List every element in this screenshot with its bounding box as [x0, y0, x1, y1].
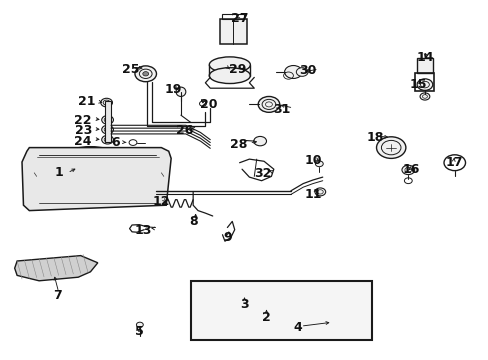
Text: 30: 30 — [299, 64, 316, 77]
Text: 21: 21 — [78, 95, 95, 108]
Polygon shape — [22, 148, 171, 211]
Text: 18: 18 — [366, 131, 384, 144]
Text: 28: 28 — [229, 138, 246, 151]
Text: 19: 19 — [164, 83, 182, 96]
Text: 11: 11 — [304, 188, 321, 201]
Bar — [416, 58, 432, 73]
Circle shape — [381, 140, 400, 155]
Text: 26: 26 — [175, 124, 193, 137]
Bar — [105, 101, 111, 142]
Text: 4: 4 — [293, 321, 302, 334]
Text: 1: 1 — [55, 166, 63, 179]
Ellipse shape — [176, 87, 185, 96]
Text: 32: 32 — [253, 167, 271, 180]
Text: 20: 20 — [200, 98, 218, 111]
Text: 29: 29 — [228, 63, 246, 76]
Text: 2: 2 — [262, 311, 270, 324]
Ellipse shape — [68, 147, 112, 159]
Ellipse shape — [209, 68, 250, 84]
Text: 5: 5 — [135, 325, 143, 338]
Circle shape — [258, 96, 279, 112]
Bar — [190, 281, 371, 340]
Circle shape — [102, 116, 113, 124]
Text: 23: 23 — [74, 124, 92, 137]
Circle shape — [139, 69, 152, 78]
Circle shape — [419, 93, 429, 100]
Circle shape — [296, 68, 307, 76]
Circle shape — [401, 165, 414, 175]
Circle shape — [314, 188, 325, 196]
Text: 22: 22 — [74, 114, 92, 127]
Circle shape — [85, 149, 95, 157]
Text: 9: 9 — [223, 231, 231, 244]
Bar — [414, 73, 433, 91]
Text: 31: 31 — [273, 103, 290, 116]
Polygon shape — [15, 256, 98, 281]
Text: 7: 7 — [53, 289, 62, 302]
Circle shape — [253, 136, 266, 146]
Text: 14: 14 — [416, 51, 433, 64]
Text: 15: 15 — [408, 78, 426, 91]
Text: 27: 27 — [230, 12, 248, 24]
Bar — [220, 19, 246, 44]
Text: 3: 3 — [240, 298, 248, 311]
Text: 12: 12 — [152, 195, 170, 208]
Circle shape — [262, 99, 275, 109]
Circle shape — [102, 125, 113, 134]
Circle shape — [315, 161, 323, 167]
Circle shape — [101, 98, 112, 107]
Text: 25: 25 — [122, 63, 140, 76]
Text: 24: 24 — [74, 135, 92, 148]
Circle shape — [136, 322, 143, 327]
Text: 16: 16 — [401, 163, 419, 176]
Circle shape — [416, 79, 432, 90]
Text: 8: 8 — [188, 215, 197, 228]
Ellipse shape — [209, 57, 250, 73]
Circle shape — [135, 66, 156, 82]
Circle shape — [102, 135, 113, 144]
Bar — [222, 14, 244, 19]
Circle shape — [142, 72, 148, 76]
Text: 10: 10 — [304, 154, 321, 167]
Text: 6: 6 — [111, 136, 120, 149]
Text: 17: 17 — [445, 156, 463, 169]
Ellipse shape — [76, 149, 105, 157]
Circle shape — [376, 137, 405, 158]
Circle shape — [284, 66, 302, 78]
Text: 13: 13 — [134, 224, 151, 237]
